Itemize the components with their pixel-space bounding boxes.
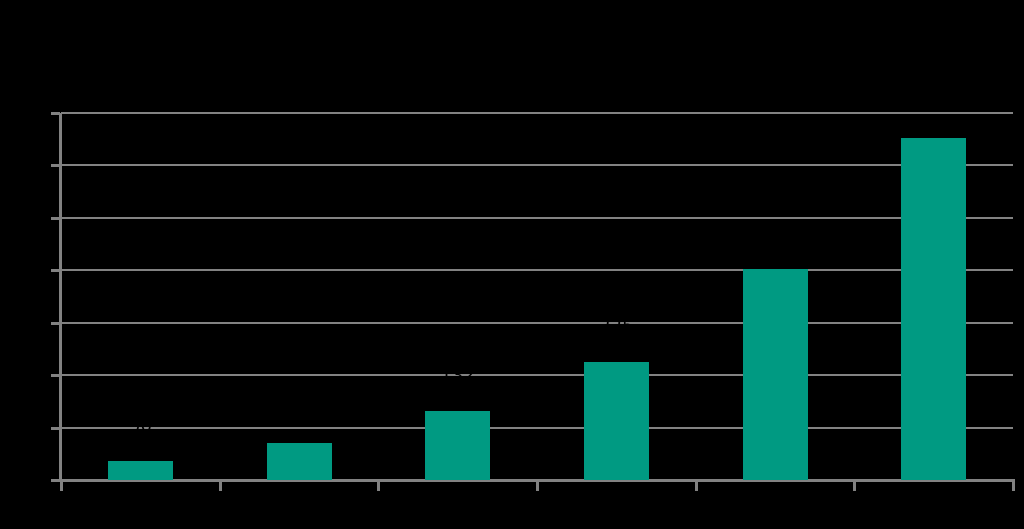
value-label: 71 — [287, 396, 311, 418]
bar — [425, 410, 491, 480]
y-axis-tick — [51, 164, 60, 168]
bar — [266, 442, 332, 480]
gridline — [61, 269, 1013, 272]
gridline — [61, 164, 1013, 167]
value-label: 402 — [757, 223, 793, 245]
y-axis-tick — [51, 112, 60, 115]
bar — [107, 461, 173, 480]
bar — [901, 138, 967, 480]
x-axis-tick — [536, 480, 539, 491]
gridline — [61, 112, 1013, 114]
y-axis-tick — [51, 426, 60, 430]
y-axis-tick — [51, 374, 60, 378]
value-label: 225 — [599, 316, 634, 338]
bar — [583, 362, 649, 480]
gridline — [61, 216, 1013, 219]
value-label: 132 — [440, 364, 475, 386]
gridline — [61, 321, 1013, 324]
bar — [742, 269, 808, 480]
y-axis-tick — [51, 269, 60, 273]
y-axis — [59, 113, 62, 482]
x-axis-tick — [218, 480, 222, 491]
y-axis-tick — [51, 321, 60, 325]
gridline — [61, 374, 1013, 377]
value-label: 36 — [128, 415, 152, 437]
y-axis-tick — [51, 479, 60, 482]
x-axis-tick — [694, 480, 698, 491]
value-label: 652 — [916, 92, 951, 114]
x-axis-tick — [60, 480, 63, 491]
gridline — [61, 426, 1013, 429]
y-axis-tick — [51, 216, 60, 220]
x-axis-tick — [853, 480, 857, 491]
x-axis-tick — [1012, 480, 1015, 491]
x-axis-tick — [377, 480, 381, 491]
